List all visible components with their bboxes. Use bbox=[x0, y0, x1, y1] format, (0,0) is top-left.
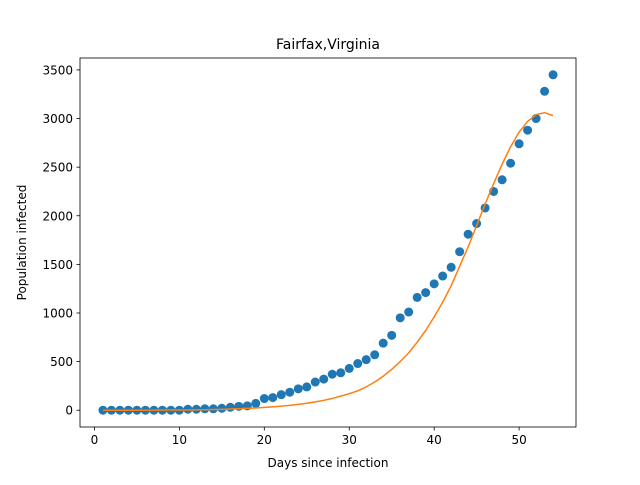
y-tick-label: 1000 bbox=[42, 306, 73, 320]
x-tick-label: 40 bbox=[427, 433, 442, 447]
data-point bbox=[429, 279, 439, 289]
y-tick-label: 2500 bbox=[42, 161, 73, 175]
data-point bbox=[336, 368, 346, 378]
data-point bbox=[523, 125, 533, 135]
x-tick-label: 50 bbox=[511, 433, 526, 447]
data-point bbox=[548, 70, 558, 80]
data-point bbox=[200, 404, 210, 414]
data-point bbox=[344, 363, 354, 373]
x-axis-ticks: 0 10 20 30 40 50 bbox=[91, 427, 527, 447]
data-point bbox=[327, 369, 337, 379]
y-tick-label: 2000 bbox=[42, 209, 73, 223]
plot-area bbox=[98, 70, 558, 415]
data-point bbox=[319, 374, 329, 384]
data-point bbox=[395, 313, 405, 323]
data-point bbox=[268, 393, 278, 403]
data-point bbox=[370, 350, 380, 360]
data-point bbox=[251, 398, 261, 408]
data-point bbox=[353, 359, 363, 369]
y-axis-label: Population infected bbox=[15, 185, 29, 301]
data-point bbox=[378, 338, 388, 348]
data-point bbox=[302, 382, 312, 392]
x-axis-label: Days since infection bbox=[268, 456, 389, 470]
data-point bbox=[208, 404, 218, 414]
y-tick-label: 1500 bbox=[42, 258, 73, 272]
y-tick-label: 500 bbox=[50, 355, 73, 369]
x-tick-label: 10 bbox=[172, 433, 187, 447]
data-point bbox=[446, 262, 456, 272]
x-tick-label: 0 bbox=[91, 433, 99, 447]
data-point bbox=[514, 139, 524, 149]
y-axis-ticks: 0 500 1000 1500 2000 2500 3000 3500 bbox=[42, 63, 80, 418]
y-tick-label: 3500 bbox=[42, 63, 73, 77]
data-point bbox=[497, 175, 507, 185]
plot-frame bbox=[79, 57, 577, 428]
fit-curve bbox=[102, 111, 554, 411]
y-tick-label: 0 bbox=[65, 404, 73, 418]
data-point bbox=[540, 86, 550, 96]
data-point bbox=[506, 158, 516, 168]
x-tick-label: 30 bbox=[342, 433, 357, 447]
x-tick-label: 20 bbox=[257, 433, 272, 447]
data-point bbox=[421, 288, 431, 298]
data-point bbox=[387, 330, 397, 340]
data-point bbox=[412, 292, 422, 302]
data-point bbox=[293, 384, 303, 394]
data-point bbox=[259, 394, 269, 404]
data-point bbox=[361, 355, 371, 365]
data-point bbox=[455, 247, 465, 257]
data-point bbox=[285, 387, 295, 397]
data-point bbox=[217, 403, 227, 413]
data-point bbox=[225, 402, 235, 412]
data-point bbox=[438, 271, 448, 281]
data-point bbox=[463, 229, 473, 239]
data-point bbox=[404, 307, 414, 317]
data-point bbox=[276, 390, 286, 400]
chart-title: Fairfax,Virginia bbox=[276, 37, 380, 53]
y-tick-label: 3000 bbox=[42, 112, 73, 126]
data-point bbox=[310, 377, 320, 387]
